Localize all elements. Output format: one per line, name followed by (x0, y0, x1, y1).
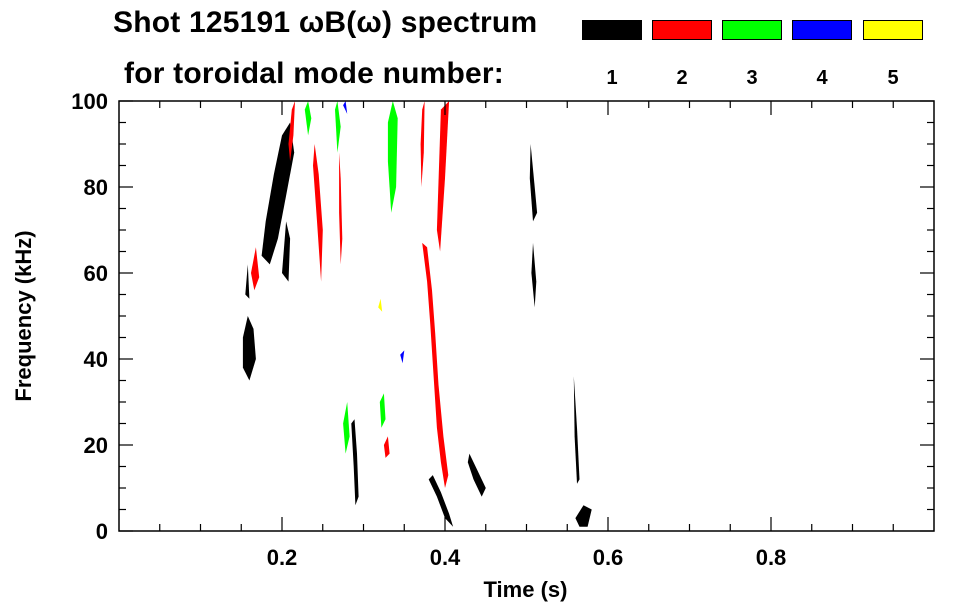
legend-swatch-mode-3 (722, 20, 782, 40)
legend-swatch-mode-1 (582, 20, 642, 40)
spectrum-region-9 (573, 376, 580, 484)
x-tick-labels: 0.2 0.4 0.6 0.8 (267, 545, 787, 570)
spectrum-region-18 (436, 101, 450, 252)
chart-subtitle: for toroidal mode number: (124, 57, 504, 90)
spectrum-region-13 (313, 144, 323, 282)
y-tick-label-3: 60 (84, 261, 108, 286)
plot-frame (118, 100, 935, 532)
chart-title: Shot 125191 ωB(ω) spectrum (113, 6, 538, 39)
legend-swatch-mode-5 (863, 20, 923, 40)
spectrum-region-4 (351, 419, 359, 506)
spectrum-region-16 (383, 436, 390, 458)
y-axis-title: Frequency (kHz) (11, 230, 36, 401)
spectrum-region-5 (428, 475, 454, 527)
legend-label-mode-1: 1 (606, 67, 618, 89)
spectrum-region-17 (420, 101, 425, 187)
spectrum-region-10 (575, 505, 592, 527)
x-tick-label-0: 0.2 (267, 545, 298, 570)
spectrum-region-23 (343, 402, 350, 454)
y-tick-label-2: 40 (84, 347, 108, 372)
spectrum-region-25 (400, 350, 405, 364)
legend-label-mode-5: 5 (887, 67, 899, 89)
spectrum-region-12 (288, 101, 295, 162)
spectrum-region-0 (242, 316, 256, 381)
legend-swatch-mode-4 (792, 20, 852, 40)
y-tick-label-5: 100 (71, 89, 108, 114)
legend-label-mode-2: 2 (676, 67, 688, 89)
x-tick-label-3: 0.8 (756, 545, 787, 570)
spectrum-region-15 (422, 242, 449, 488)
x-tick-label-2: 0.6 (593, 545, 624, 570)
legend-label-mode-3: 3 (746, 67, 758, 89)
y-tick-labels: 0 20 40 60 80 100 (71, 89, 108, 544)
spectrum-region-14 (339, 152, 343, 265)
spectrum-region-11 (251, 247, 260, 291)
y-tick-label-1: 20 (84, 433, 108, 458)
y-tick-label-0: 0 (96, 519, 108, 544)
axis-ticks (119, 100, 934, 532)
spectrum-region-20 (335, 101, 341, 153)
spectrum-region-19 (304, 101, 312, 136)
x-tick-label-1: 0.4 (430, 545, 461, 570)
spectrum-region-22 (379, 393, 386, 428)
spectrum-region-8 (531, 242, 537, 308)
spectrum-region-26 (378, 298, 383, 312)
legend-swatch-mode-2 (652, 20, 712, 40)
spectrum-region-1 (245, 264, 250, 299)
spectrum-region-21 (387, 101, 398, 213)
spectrum-region-6 (467, 453, 486, 497)
spectrum-region-2 (261, 122, 295, 265)
legend-label-mode-4: 4 (816, 67, 828, 89)
spectrum-region-7 (529, 144, 538, 222)
spectrum-region-24 (343, 101, 348, 114)
x-axis-title: Time (s) (484, 577, 568, 602)
y-tick-label-4: 80 (84, 175, 108, 200)
spectrum-regions (242, 101, 592, 527)
spectrum-region-3 (282, 221, 291, 282)
